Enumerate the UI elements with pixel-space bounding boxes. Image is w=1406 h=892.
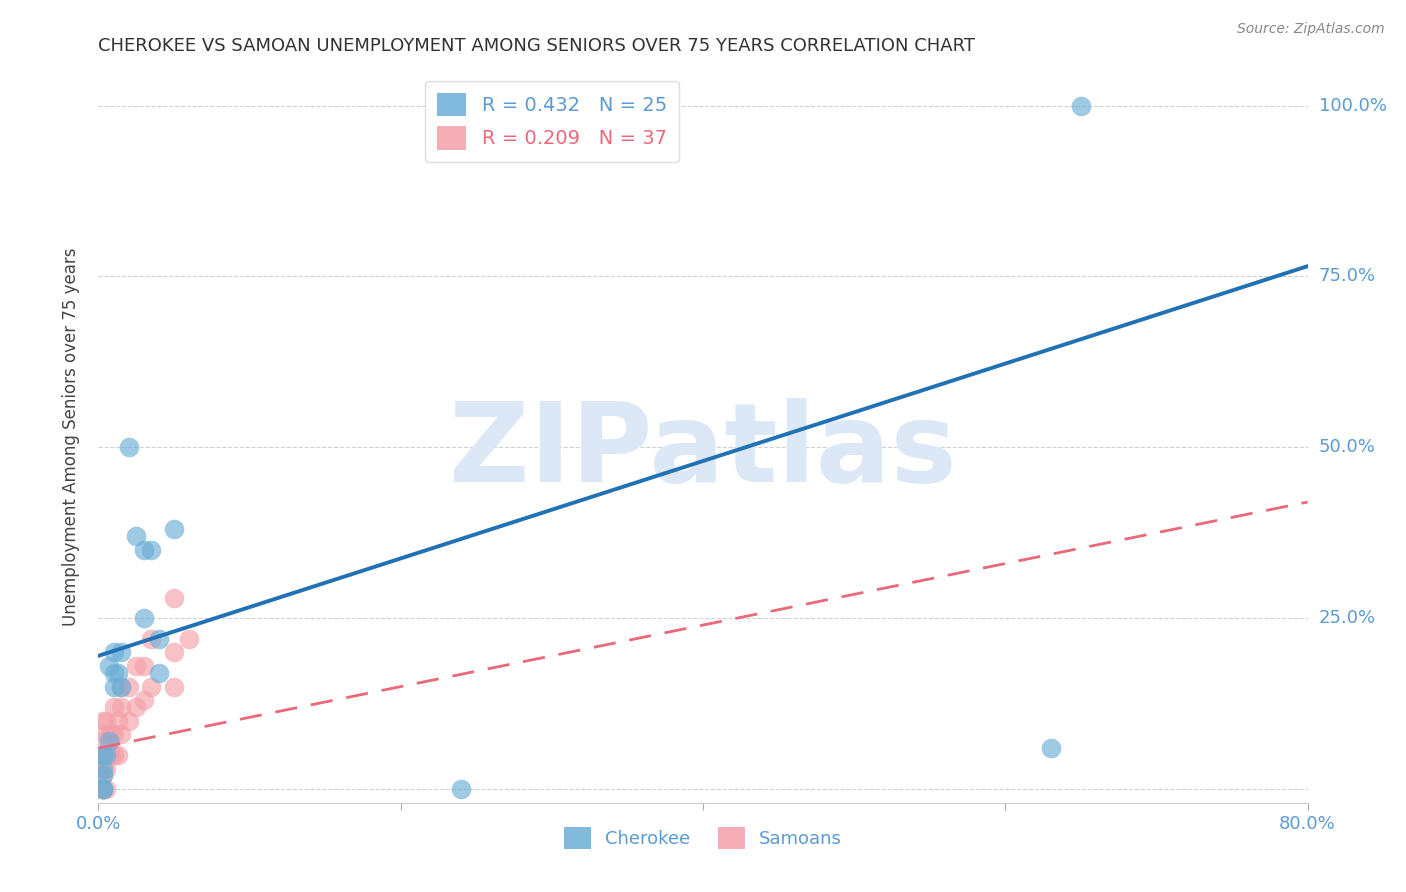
Point <box>98 659 121 673</box>
Point <box>91 762 114 776</box>
Text: 100.0%: 100.0% <box>1319 96 1386 114</box>
Point <box>103 700 125 714</box>
Point <box>91 747 114 762</box>
Point <box>107 665 129 680</box>
Point <box>450 782 472 797</box>
Point <box>141 542 163 557</box>
Text: ZIPatlas: ZIPatlas <box>449 398 957 505</box>
Text: Source: ZipAtlas.com: Source: ZipAtlas.com <box>1237 22 1385 37</box>
Point <box>110 680 132 694</box>
Point <box>91 782 114 797</box>
Legend: Cherokee, Samoans: Cherokee, Samoans <box>557 820 849 856</box>
Point <box>110 700 132 714</box>
Point <box>91 782 114 797</box>
Point <box>163 591 186 605</box>
Point <box>94 747 117 762</box>
Point <box>163 680 186 694</box>
Point <box>91 782 114 797</box>
Point <box>132 693 155 707</box>
Point <box>100 727 122 741</box>
Point <box>91 762 114 776</box>
Point <box>132 659 155 673</box>
Point <box>125 529 148 543</box>
Point <box>163 645 186 659</box>
Point <box>148 632 170 646</box>
Point <box>179 632 201 646</box>
Point <box>94 727 117 741</box>
Point <box>110 645 132 659</box>
Point <box>91 768 114 782</box>
Text: CHEROKEE VS SAMOAN UNEMPLOYMENT AMONG SENIORS OVER 75 YEARS CORRELATION CHART: CHEROKEE VS SAMOAN UNEMPLOYMENT AMONG SE… <box>98 37 976 54</box>
Point <box>94 782 117 797</box>
Point <box>141 680 163 694</box>
Point <box>94 747 117 762</box>
Point <box>91 782 114 797</box>
Point <box>103 727 125 741</box>
Text: 75.0%: 75.0% <box>1319 268 1376 285</box>
Point <box>94 714 117 728</box>
Point <box>132 611 155 625</box>
Point <box>118 440 141 454</box>
Y-axis label: Unemployment Among Seniors over 75 years: Unemployment Among Seniors over 75 years <box>62 248 80 626</box>
Point <box>91 768 114 782</box>
Point <box>125 659 148 673</box>
Point <box>103 645 125 659</box>
Point <box>163 522 186 536</box>
Point <box>110 680 132 694</box>
Point <box>91 747 114 762</box>
Point <box>94 762 117 776</box>
Point <box>91 782 114 797</box>
Point <box>1039 741 1062 756</box>
Point <box>118 680 141 694</box>
Point <box>103 747 125 762</box>
Point <box>91 782 114 797</box>
Point <box>100 747 122 762</box>
Point <box>107 747 129 762</box>
Point <box>91 734 114 748</box>
Point <box>103 680 125 694</box>
Point <box>125 700 148 714</box>
Point <box>107 714 129 728</box>
Point <box>103 665 125 680</box>
Point <box>148 665 170 680</box>
Point <box>141 632 163 646</box>
Point <box>91 782 114 797</box>
Point <box>110 727 132 741</box>
Text: 50.0%: 50.0% <box>1319 438 1375 457</box>
Point <box>98 734 121 748</box>
Point <box>91 714 114 728</box>
Point <box>1070 98 1092 112</box>
Point <box>118 714 141 728</box>
Point <box>132 542 155 557</box>
Text: 25.0%: 25.0% <box>1319 609 1376 627</box>
